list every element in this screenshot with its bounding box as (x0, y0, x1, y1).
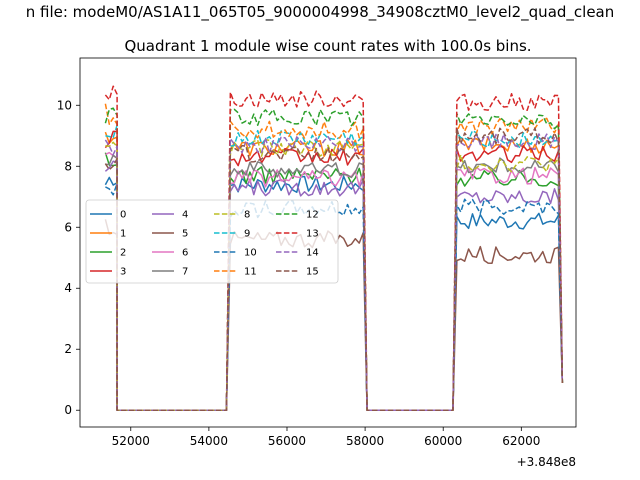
y-tick-label: 4 (64, 281, 72, 295)
figure-suptitle: n file: modeM0/AS1A11_065T05_9000004998_… (26, 3, 615, 22)
x-axis: 52000 54000 56000 58000 60000 62000 (112, 427, 540, 448)
x-tick-label: 62000 (502, 434, 540, 448)
legend-label-14: 14 (306, 248, 319, 259)
x-tick-label: 52000 (112, 434, 150, 448)
legend-label-15: 15 (306, 267, 319, 278)
legend-label-6: 6 (182, 248, 188, 259)
legend-label-13: 13 (306, 229, 319, 240)
legend-label-11: 11 (244, 267, 257, 278)
legend-label-3: 3 (120, 267, 126, 278)
legend-label-1: 1 (120, 229, 126, 240)
y-tick-label: 10 (57, 98, 72, 112)
x-offset-label: +3.848e8 (517, 455, 576, 469)
legend-label-2: 2 (120, 248, 126, 259)
legend-label-4: 4 (182, 210, 188, 221)
x-tick-label: 54000 (190, 434, 228, 448)
legend-frame (85, 199, 339, 284)
axes-frame (79, 57, 577, 428)
x-tick-label: 60000 (424, 434, 462, 448)
y-tick-label: 0 (64, 403, 72, 417)
y-tick-label: 8 (64, 159, 72, 173)
legend-label-7: 7 (182, 267, 188, 278)
legend-label-10: 10 (244, 248, 257, 259)
x-tick-label: 56000 (268, 434, 306, 448)
legend-label-9: 9 (244, 229, 250, 240)
legend-label-0: 0 (120, 210, 126, 221)
y-tick-label: 2 (64, 342, 72, 356)
x-tick-label: 58000 (346, 434, 384, 448)
series-line-15 (104, 127, 564, 411)
legend-label-12: 12 (306, 210, 319, 221)
legend-label-5: 5 (182, 229, 188, 240)
chart-title: Quadrant 1 module wise count rates with … (124, 37, 531, 55)
y-tick-label: 6 (64, 220, 72, 234)
legend-label-8: 8 (244, 210, 250, 221)
y-axis: 0 2 4 6 8 10 (57, 98, 80, 417)
